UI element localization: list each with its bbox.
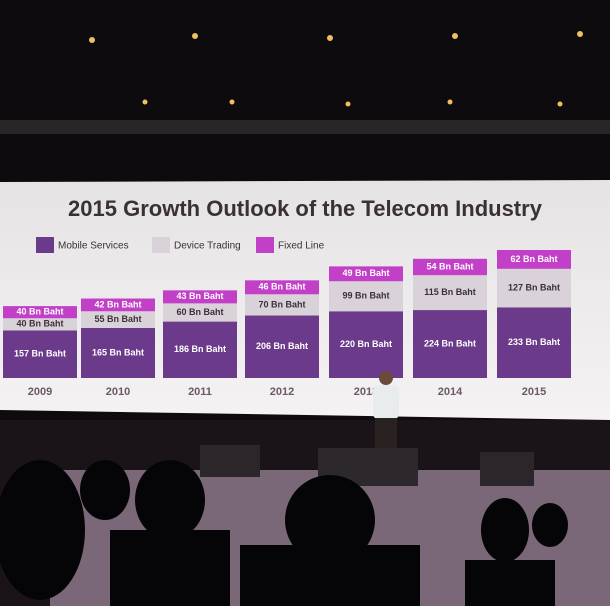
bar-segment xyxy=(245,280,319,295)
value-label: 206 Bn Baht xyxy=(256,341,308,351)
audience xyxy=(0,460,568,606)
chart-title: 2015 Growth Outlook of the Telecom Indus… xyxy=(68,196,543,221)
value-label: 70 Bn Baht xyxy=(258,299,305,309)
x-tick-label: 2015 xyxy=(522,386,546,398)
bar-segment xyxy=(163,321,237,378)
value-label: 62 Bn Baht xyxy=(510,254,557,264)
bar-segment xyxy=(245,315,319,378)
value-label: 224 Bn Baht xyxy=(424,338,476,348)
bar-segment xyxy=(329,311,403,378)
bar-segment xyxy=(81,298,155,312)
value-label: 220 Bn Baht xyxy=(340,339,392,349)
bar-segment xyxy=(497,250,571,269)
ceiling-lights xyxy=(89,31,583,107)
value-label: 115 Bn Baht xyxy=(424,287,476,297)
bar-segment xyxy=(497,268,571,308)
value-label: 40 Bn Baht xyxy=(16,319,63,329)
legend-swatch xyxy=(256,237,274,253)
value-label: 54 Bn Baht xyxy=(426,261,473,271)
x-tick-label: 2012 xyxy=(270,386,294,398)
legend-label: Device Trading xyxy=(174,241,241,252)
bar-segment xyxy=(413,275,487,311)
truss xyxy=(0,120,610,134)
bar-segment xyxy=(413,258,487,276)
legend-label: Fixed Line xyxy=(278,241,325,252)
bar-segment xyxy=(413,310,487,378)
bar-segment xyxy=(3,318,77,331)
value-label: 60 Bn Baht xyxy=(176,307,223,317)
x-tick-label: 2010 xyxy=(106,386,130,398)
value-label: 157 Bn Baht xyxy=(14,349,66,359)
x-tick-label: 2009 xyxy=(28,386,52,398)
bar-segment xyxy=(329,281,403,312)
bar-segment xyxy=(163,290,237,304)
value-label: 46 Bn Baht xyxy=(258,282,305,292)
value-label: 233 Bn Baht xyxy=(508,337,560,347)
legend-label: Mobile Services xyxy=(58,241,129,252)
presenter xyxy=(373,371,399,448)
value-label: 186 Bn Baht xyxy=(174,344,226,354)
monitor-speaker xyxy=(480,452,534,486)
value-label: 99 Bn Baht xyxy=(342,291,389,301)
legend-swatch xyxy=(36,237,54,253)
bar-segment xyxy=(245,294,319,316)
value-label: 127 Bn Baht xyxy=(508,282,560,292)
monitor-speaker xyxy=(200,445,260,477)
value-label: 43 Bn Baht xyxy=(176,291,223,301)
bar-segment xyxy=(3,330,77,378)
bar-segment xyxy=(81,327,155,378)
bar-segment xyxy=(3,306,77,319)
value-label: 55 Bn Baht xyxy=(94,314,141,324)
bar-segment xyxy=(329,266,403,282)
value-label: 49 Bn Baht xyxy=(342,268,389,278)
bar-segment xyxy=(497,307,571,378)
chart: Mobile Services Device Trading Fixed Line 1… xyxy=(3,237,571,398)
bar-segment xyxy=(163,303,237,322)
legend-swatch xyxy=(152,237,170,253)
value-label: 165 Bn Baht xyxy=(92,347,144,357)
x-tick-label: 2011 xyxy=(188,386,212,398)
value-label: 40 Bn Baht xyxy=(16,307,63,317)
bar-segment xyxy=(81,311,155,328)
x-tick-label: 2014 xyxy=(438,386,463,398)
value-label: 42 Bn Baht xyxy=(94,299,141,309)
x-tick-label: 2013 xyxy=(354,386,378,398)
